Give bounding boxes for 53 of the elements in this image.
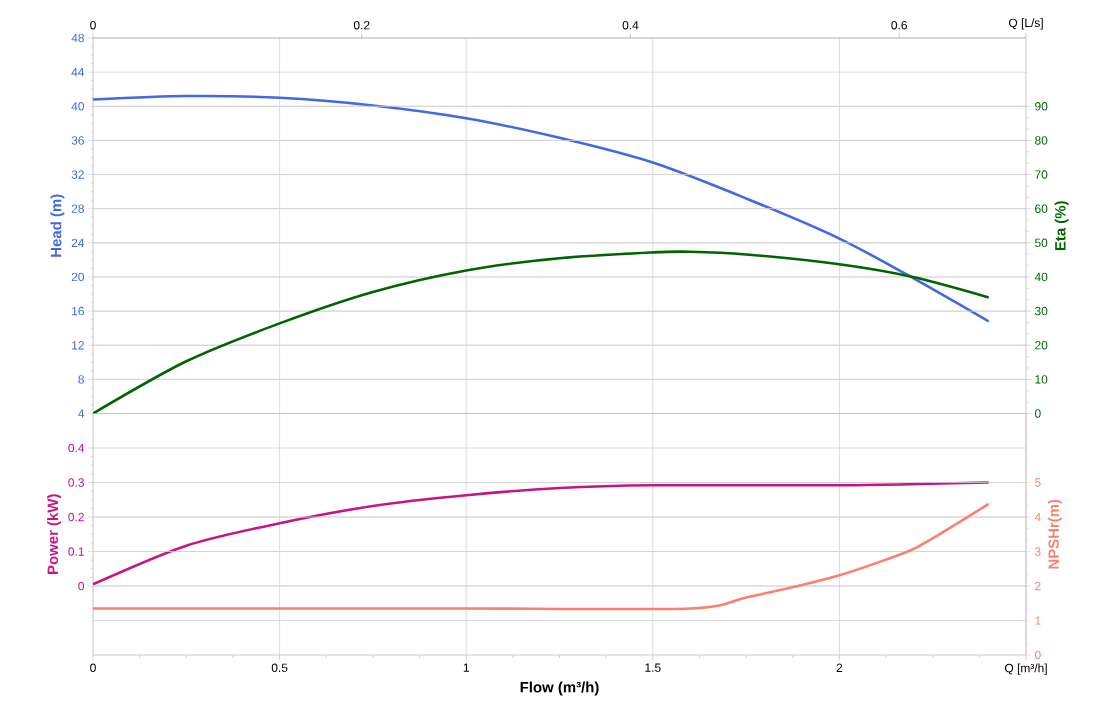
y-tick-label: 28 [71, 204, 84, 213]
x-tick-label: 1 [463, 663, 469, 672]
y-tick-label: 48 [71, 33, 84, 43]
y2-tick-label: 20 [1035, 341, 1048, 350]
x-tick-label: 0 [90, 663, 96, 672]
y-tick-label: 40 [71, 102, 85, 111]
y-tick-label: 8 [78, 375, 84, 384]
line-series [93, 502, 990, 611]
y-tick-label: 12 [72, 341, 84, 350]
y2-tick-label: 30 [1034, 306, 1048, 316]
y2-tick-label: 70 [1035, 170, 1048, 179]
y-tick-label: 0.2 [68, 512, 84, 522]
y-axis-title: Power (kW) [47, 494, 62, 574]
y-tick-label: 16 [72, 306, 84, 316]
y2-tick-label: 1 [1035, 616, 1041, 625]
y2-tick-label: 5 [1035, 478, 1041, 487]
y2-axis-title: Eta (%) [1054, 201, 1069, 251]
y-tick-label: 24 [71, 238, 85, 247]
x-axis-title: Flow (m³/h) [520, 681, 599, 696]
x2-tick-label: Q [L/s] [1008, 18, 1043, 30]
y2-tick-label: 80 [1035, 136, 1048, 145]
y2-tick-label: 2 [1035, 581, 1041, 591]
y-tick-label: 0.3 [68, 478, 84, 487]
x-tick-label: 1.5 [645, 663, 661, 672]
x-tick-label: 2 [836, 663, 843, 672]
y-tick-label: 0.1 [68, 547, 84, 556]
y-tick-label: 20 [71, 272, 85, 282]
x-tick-label: Q [m³/h] [1004, 663, 1047, 675]
y2-tick-label: 90 [1035, 102, 1048, 111]
y-tick-label: 44 [71, 68, 85, 77]
x2-tick-label: 0.6 [891, 21, 907, 30]
y2-tick-label: 60 [1035, 204, 1048, 213]
y-tick-label: 0.4 [68, 443, 85, 453]
y2-tick-label: 50 [1035, 238, 1048, 248]
y2-tick-label: 0 [1035, 650, 1041, 660]
y2-tick-label: 0 [1035, 409, 1041, 418]
y-tick-label: 4 [78, 409, 85, 418]
y2-tick-label: 10 [1035, 375, 1048, 384]
y-axis-title: Head (m) [50, 194, 65, 257]
line-series [93, 94, 990, 323]
line-series [93, 250, 990, 414]
y-tick-label: 0 [78, 581, 85, 591]
line-series [93, 481, 990, 586]
y-tick-label: 36 [71, 136, 84, 145]
y-tick-label: 32 [71, 170, 84, 179]
y2-tick-label: 40 [1034, 272, 1048, 282]
x2-tick-label: 0 [90, 21, 96, 30]
x2-tick-label: 0.4 [622, 21, 639, 30]
y2-tick-label: 3 [1034, 547, 1041, 556]
x-tick-label: 0.5 [271, 663, 288, 672]
x2-tick-label: 0.2 [353, 21, 370, 30]
y2-axis-title: NPSHr(m) [1048, 499, 1062, 569]
y2-tick-label: 4 [1034, 512, 1041, 522]
